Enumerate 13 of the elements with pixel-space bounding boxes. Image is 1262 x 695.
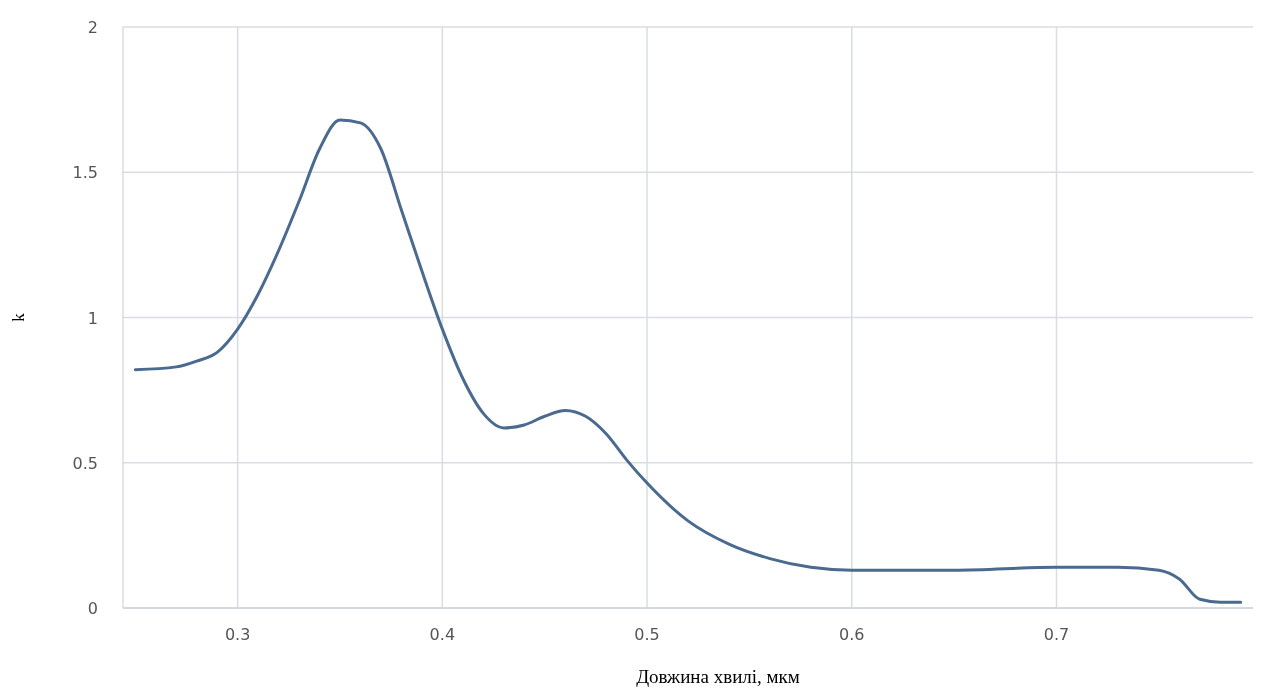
x-tick-label: 0.7 [1043, 625, 1070, 644]
x-tick-label: 0.3 [224, 625, 251, 644]
y-tick-label: 2 [87, 18, 98, 37]
x-tick-label: 0.4 [429, 625, 456, 644]
line-series [133, 118, 1243, 604]
y-tick-label: 1.5 [72, 163, 98, 183]
x-tick-label: 0.5 [634, 625, 660, 644]
x-axis-title: Довжина хвилі, мкм [636, 666, 800, 687]
y-tick-label: 1 [87, 308, 98, 328]
y-tick-label: 0 [87, 599, 98, 618]
y-axis-title: k [9, 312, 28, 322]
x-tick-label: 0.6 [839, 625, 865, 644]
y-tick-label: 0.5 [72, 453, 98, 473]
